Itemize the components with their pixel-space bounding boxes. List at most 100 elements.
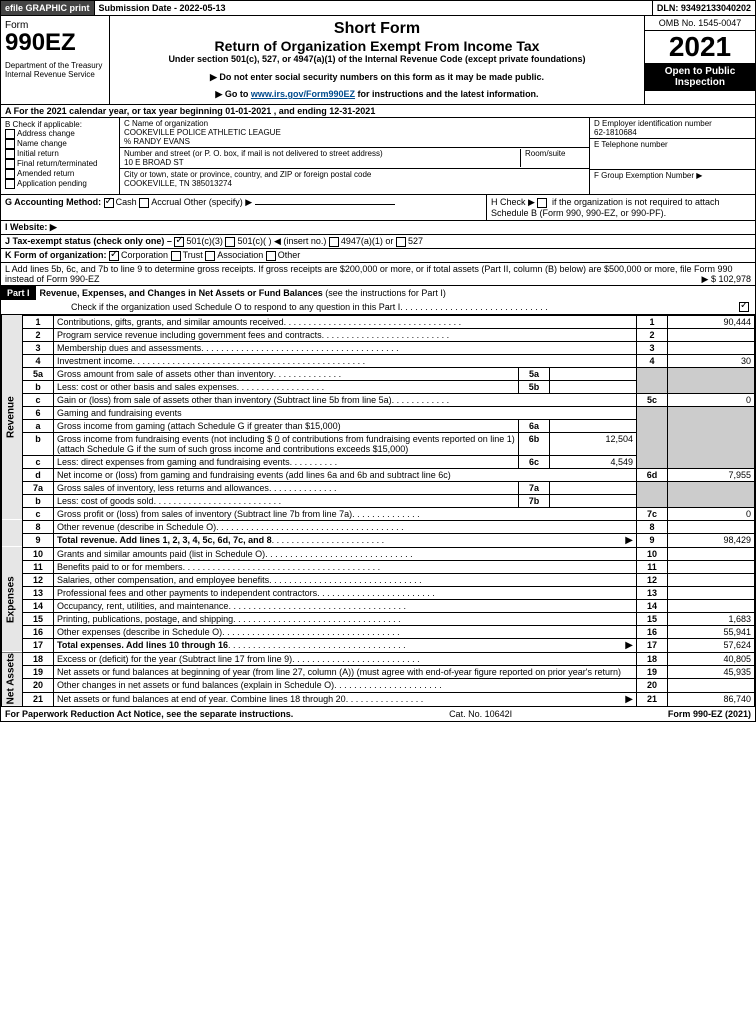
line-a: A For the 2021 calendar year, or tax yea… xyxy=(1,105,755,118)
l7c-rno: 7c xyxy=(637,507,668,520)
l17-desc: Total expenses. Add lines 10 through 16 xyxy=(57,640,228,651)
form-990ez: efile GRAPHIC print Submission Date - 20… xyxy=(0,0,756,722)
l19-rno: 19 xyxy=(637,665,668,678)
l4-desc: Investment income xyxy=(57,356,133,366)
city-label: City or town, state or province, country… xyxy=(124,170,585,179)
l8-val xyxy=(668,520,755,533)
l9-val: 98,429 xyxy=(668,533,755,547)
l13-no: 13 xyxy=(23,586,54,599)
footer-left: For Paperwork Reduction Act Notice, see … xyxy=(5,709,293,719)
j-527[interactable] xyxy=(396,237,406,247)
opt-address[interactable]: Address change xyxy=(5,129,115,139)
l10-rno: 10 xyxy=(637,547,668,560)
tel-cell: E Telephone number xyxy=(590,139,755,170)
k-trust[interactable] xyxy=(171,251,181,261)
omb-no: OMB No. 1545-0047 xyxy=(645,16,755,31)
l5c-rno: 5c xyxy=(637,393,668,406)
l13-desc: Professional fees and other payments to … xyxy=(57,588,317,598)
submission-date: Submission Date - 2022-05-13 xyxy=(95,1,653,15)
l5a-desc: Gross amount from sale of assets other t… xyxy=(57,369,274,379)
title-short-form: Short Form xyxy=(114,20,640,38)
efile-button[interactable]: efile GRAPHIC print xyxy=(1,1,95,15)
l5b-desc: Less: cost or other basis and sales expe… xyxy=(57,382,237,392)
box-b-label: B Check if applicable: xyxy=(5,120,115,129)
city-cell: City or town, state or province, country… xyxy=(120,169,589,189)
l5a-mval xyxy=(550,367,637,380)
l19-desc: Net assets or fund balances at beginning… xyxy=(54,665,637,678)
j-501c3[interactable] xyxy=(174,237,184,247)
l11-val xyxy=(668,560,755,573)
l11-no: 11 xyxy=(23,560,54,573)
l12-rno: 12 xyxy=(637,573,668,586)
l6a-mval xyxy=(550,419,637,432)
l2-rno: 2 xyxy=(637,328,668,341)
l18-val: 40,805 xyxy=(668,652,755,665)
form-header: Form 990EZ Department of the Treasury In… xyxy=(1,16,755,105)
part1-check-row: Check if the organization used Schedule … xyxy=(1,300,755,314)
opt-name[interactable]: Name change xyxy=(5,139,115,149)
opt-amended[interactable]: Amended return xyxy=(5,169,115,179)
l18-no: 18 xyxy=(23,652,54,665)
accrual-check[interactable] xyxy=(139,198,149,208)
l8-rno: 8 xyxy=(637,520,668,533)
goto-link[interactable]: www.irs.gov/Form990EZ xyxy=(251,89,355,99)
l17-no: 17 xyxy=(23,638,54,652)
l14-desc: Occupancy, rent, utilities, and maintena… xyxy=(57,601,228,611)
l12-desc: Salaries, other compensation, and employ… xyxy=(57,575,269,585)
footer: For Paperwork Reduction Act Notice, see … xyxy=(1,707,755,721)
cash-check[interactable] xyxy=(104,198,114,208)
j-4947[interactable] xyxy=(329,237,339,247)
line-k: K Form of organization: Corporation Trus… xyxy=(1,249,755,263)
l6-shade xyxy=(637,406,668,468)
l7b-desc: Less: cost of goods sold xyxy=(57,496,154,506)
l15-desc: Printing, publications, postage, and shi… xyxy=(57,614,233,624)
part1-label: Part I xyxy=(1,286,36,300)
part1-check[interactable] xyxy=(739,302,749,312)
l7b-no: b xyxy=(23,494,54,507)
subtitle-under: Under section 501(c), 527, or 4947(a)(1)… xyxy=(114,54,640,64)
l3-rno: 3 xyxy=(637,341,668,354)
l4-rno: 4 xyxy=(637,354,668,367)
opt-pending[interactable]: Application pending xyxy=(5,179,115,189)
l16-desc: Other expenses (describe in Schedule O) xyxy=(57,627,222,637)
l6d-rno: 6d xyxy=(637,468,668,481)
org-name: COOKEVILLE POLICE ATHLETIC LEAGUE xyxy=(124,128,585,137)
l2-desc: Program service revenue including govern… xyxy=(57,330,322,340)
l6a-mno: 6a xyxy=(519,419,550,432)
goto-pre: ▶ Go to xyxy=(215,89,250,99)
l14-rno: 14 xyxy=(637,599,668,612)
street-label: Number and street (or P. O. box, if mail… xyxy=(124,149,516,158)
l15-rno: 15 xyxy=(637,612,668,625)
l13-val xyxy=(668,586,755,599)
l1-desc: Contributions, gifts, grants, and simila… xyxy=(57,317,284,327)
k-other[interactable] xyxy=(266,251,276,261)
l5a-mno: 5a xyxy=(519,367,550,380)
opt-final[interactable]: Final return/terminated xyxy=(5,159,115,169)
l16-val: 55,941 xyxy=(668,625,755,638)
l6d-val: 7,955 xyxy=(668,468,755,481)
l1-rno: 1 xyxy=(637,315,668,328)
k-corp[interactable] xyxy=(109,251,119,261)
l11-desc: Benefits paid to or for members xyxy=(57,562,183,572)
k-assoc[interactable] xyxy=(205,251,215,261)
l5b-mno: 5b xyxy=(519,380,550,393)
l17-val: 57,624 xyxy=(668,638,755,652)
l21-val: 86,740 xyxy=(668,692,755,706)
l4-no: 4 xyxy=(23,354,54,367)
l18-rno: 18 xyxy=(637,652,668,665)
street: 10 E BROAD ST xyxy=(124,158,516,167)
opt-initial[interactable]: Initial return xyxy=(5,149,115,159)
l6c-mval: 4,549 xyxy=(550,455,637,468)
l12-val xyxy=(668,573,755,586)
tel-label: E Telephone number xyxy=(594,140,751,149)
j-501c[interactable] xyxy=(225,237,235,247)
l5ab-shade2 xyxy=(668,367,755,393)
expenses-label: Expenses xyxy=(2,547,23,652)
l7b-mval xyxy=(550,494,637,507)
l15-no: 15 xyxy=(23,612,54,625)
l6b-mval: 12,504 xyxy=(550,432,637,455)
part1-header: Part I Revenue, Expenses, and Changes in… xyxy=(1,286,755,315)
l21-no: 21 xyxy=(23,692,54,706)
h-check[interactable] xyxy=(537,198,547,208)
l19-val: 45,935 xyxy=(668,665,755,678)
